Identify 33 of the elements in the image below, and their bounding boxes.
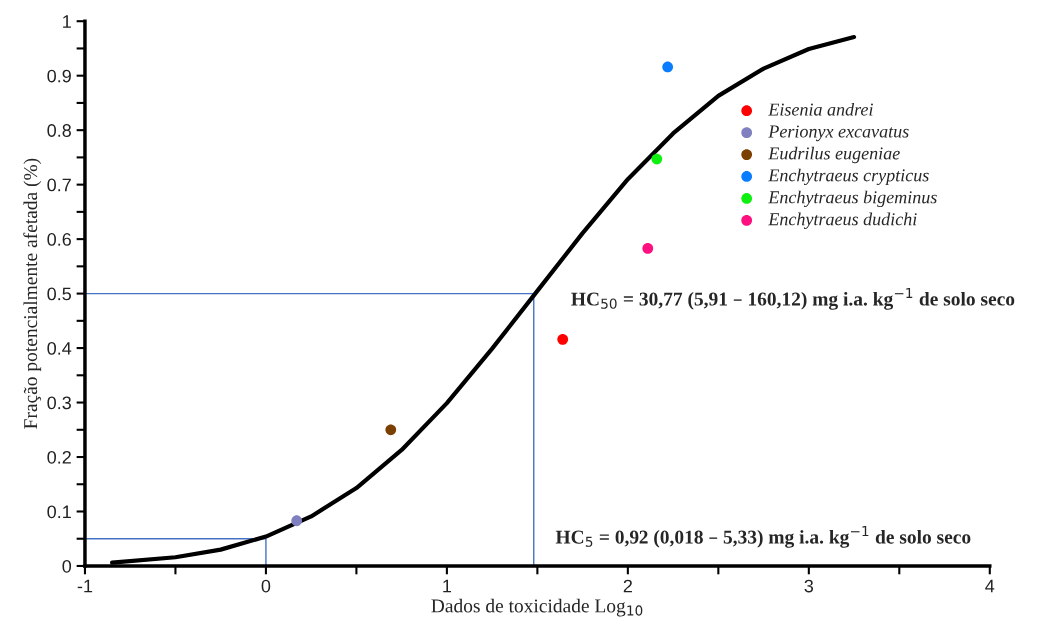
- y-tick-label: 0.2: [47, 450, 71, 464]
- x-tick-label: -1: [77, 579, 93, 593]
- legend-label: Perionyx excavatus: [768, 125, 909, 142]
- legend-label: Enchytraeus crypticus: [768, 168, 929, 186]
- y-tick-label: 1: [63, 15, 71, 28]
- legend-label: Eisenia andrei: [768, 102, 873, 116]
- y-tick-label: 0.9: [47, 69, 71, 83]
- legend-label: Enchytraeus bigeminus: [768, 190, 937, 208]
- x-tick-label: 2: [623, 579, 632, 593]
- y-tick-label: 0.5: [47, 287, 72, 301]
- point: [291, 515, 303, 527]
- legend-label: Eudrilus eugeniae: [768, 146, 900, 164]
- x-tick-label: 1: [443, 579, 452, 593]
- y-axis-title: Fração potencialmente afetada (%): [23, 158, 42, 429]
- point: [642, 243, 654, 254]
- point: [385, 424, 397, 436]
- x-tick-label: 3: [804, 579, 814, 593]
- y-tick-label: 0.4: [47, 342, 72, 355]
- x-axis-title: Dados de toxicidade Log$_{10}$: [431, 598, 643, 617]
- y-tick-label: 0.8: [47, 124, 71, 137]
- point: [651, 153, 663, 165]
- y-tick-label: 0.6: [47, 233, 71, 246]
- legend-label: Enchytraeus dudichi: [768, 212, 917, 230]
- x-tick-label: 0: [261, 579, 271, 593]
- annotation: HC$_{5}$ = 0,92 (0,018 – 5,33) mg i.a. kg$^{−1}$ de solo seco: [555, 526, 971, 548]
- y-tick-label: 0: [62, 559, 72, 573]
- point: [662, 61, 674, 73]
- point: [557, 333, 569, 345]
- annotation: HC$_{50}$ = 30,77 (5,91 – 160,12) mg i.a. kg$^{−1}$ de solo seco: [571, 288, 1015, 310]
- x-tick-label: 4: [985, 579, 995, 593]
- y-tick-label: 0.1: [47, 505, 71, 519]
- y-tick-label: 0.3: [47, 396, 71, 410]
- y-tick-label: 0.7: [47, 178, 71, 192]
